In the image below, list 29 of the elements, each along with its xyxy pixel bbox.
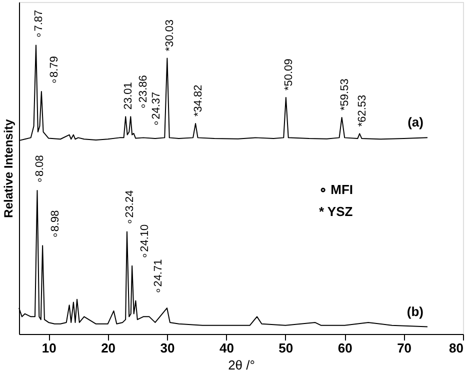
x-tick-label: 80 — [449, 340, 464, 356]
annotation: ∘24.37 — [150, 92, 163, 126]
annotation: ∘24.71 — [152, 259, 165, 294]
annotation: * YSZ — [319, 204, 353, 219]
annotation: ∘24.10 — [139, 224, 152, 259]
x-tick-label: 40 — [219, 340, 234, 356]
series-label: (b) — [406, 304, 424, 319]
x-tick-label: 10 — [42, 340, 56, 356]
annotation: *50.09 — [282, 58, 295, 91]
annotation: ∘23.24 — [124, 190, 136, 225]
y-axis-title: Relative Intensity — [2, 118, 16, 218]
annotation: *34.82 — [192, 84, 205, 117]
annotation: ∘ MFI — [319, 182, 353, 197]
x-tick-label: 20 — [101, 340, 116, 356]
annotation: ∘8.79 — [48, 56, 60, 84]
annotation: ∘8.08 — [34, 155, 46, 184]
annotation: 23.01 — [122, 82, 135, 110]
series-label: (a) — [408, 114, 424, 130]
annotation: *62.53 — [356, 94, 369, 127]
x-tick-label: 50 — [278, 340, 294, 356]
x-axis-title: 2θ /° — [228, 358, 255, 372]
x-tick-label: 70 — [397, 340, 412, 356]
annotation: *59.53 — [338, 78, 351, 110]
x-tick-label: 60 — [338, 340, 352, 356]
annotation: *30.03 — [164, 19, 176, 52]
annotation: ∘7.87 — [32, 10, 45, 38]
annotation: ∘8.98 — [50, 210, 62, 239]
x-tick-label: 30 — [160, 340, 175, 356]
annotation: ∘23.86 — [138, 75, 150, 110]
